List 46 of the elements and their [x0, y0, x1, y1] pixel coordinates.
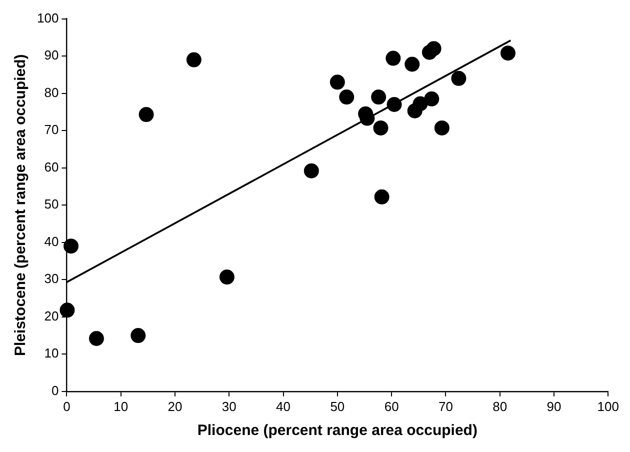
x-tick-label: 10 — [114, 398, 128, 414]
y-tick-label: 80 — [44, 84, 59, 100]
point — [451, 70, 466, 86]
x-tick-label: 90 — [546, 398, 562, 414]
point — [60, 302, 75, 318]
point — [130, 328, 146, 344]
point — [88, 330, 104, 346]
y-tick-label: 20 — [44, 308, 59, 324]
point — [373, 120, 388, 136]
y-tick-label: 40 — [44, 234, 59, 249]
x-tick-label: 70 — [438, 398, 453, 414]
x-tick-label: 30 — [222, 398, 236, 414]
point — [138, 107, 154, 122]
x-axis-title: Pliocene (percent range area occupied) — [197, 422, 478, 440]
point — [386, 50, 401, 66]
point — [304, 163, 319, 178]
y-tick-label: 50 — [44, 196, 59, 212]
x-tick-label: 20 — [168, 398, 182, 414]
y-tick-label: 30 — [44, 271, 59, 286]
point — [412, 96, 428, 112]
y-tick-label: 60 — [44, 159, 59, 174]
point — [500, 46, 516, 61]
point — [64, 238, 79, 254]
point — [434, 120, 450, 136]
point — [330, 74, 345, 90]
y-tick-label: 100 — [36, 10, 59, 26]
point — [371, 90, 386, 105]
point — [219, 270, 234, 285]
y-tick-label: 0 — [51, 382, 59, 398]
y-axis-title: Pleistocene (percent range area occupied) — [12, 54, 30, 356]
x-tick-label: 0 — [63, 398, 70, 414]
point — [424, 91, 440, 106]
x-tick-label: 40 — [276, 398, 291, 414]
point — [386, 97, 402, 112]
x-tick-label: 50 — [330, 398, 345, 414]
point — [186, 52, 202, 68]
point — [404, 56, 420, 72]
x-tick-label: 100 — [597, 398, 620, 414]
point — [374, 189, 390, 204]
y-tick-label: 70 — [44, 122, 59, 138]
x-tick-label: 80 — [492, 398, 508, 414]
y-tick-label: 90 — [44, 48, 59, 63]
y-tick-label: 10 — [44, 346, 59, 361]
point — [426, 41, 442, 56]
x-tick-label: 60 — [384, 398, 399, 414]
point — [339, 90, 354, 105]
